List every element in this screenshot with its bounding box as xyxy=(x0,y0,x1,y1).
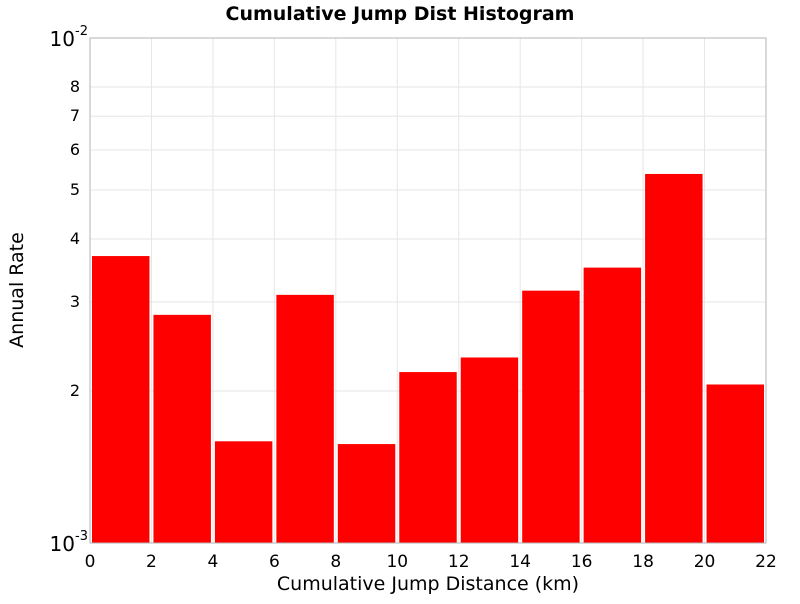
x-tick-label: 6 xyxy=(269,552,280,572)
y-tick-label: 2 xyxy=(70,381,80,400)
y-major-tick-label: 10 xyxy=(50,27,75,51)
x-tick-label: 16 xyxy=(571,552,593,572)
x-tick-label: 18 xyxy=(632,552,654,572)
y-tick-label: 5 xyxy=(70,180,80,199)
y-tick-label: 6 xyxy=(70,140,80,159)
histogram-bar xyxy=(460,357,519,543)
x-tick-label: 4 xyxy=(207,552,218,572)
histogram-bar xyxy=(522,290,580,543)
histogram-bar xyxy=(276,294,334,543)
histogram-bar xyxy=(153,314,211,543)
plot-frame xyxy=(89,37,767,544)
y-major-tick-exponent: -2 xyxy=(75,24,88,39)
x-tick-label: 14 xyxy=(509,552,531,572)
y-tick-label: 8 xyxy=(70,77,80,96)
x-tick-label: 20 xyxy=(694,552,716,572)
x-tick-label: 2 xyxy=(146,552,157,572)
x-tick-label: 8 xyxy=(330,552,341,572)
histogram-bar xyxy=(92,256,150,543)
y-tick-label: 3 xyxy=(70,292,80,311)
y-major-tick-label: 10 xyxy=(50,532,75,556)
x-axis-ticks: 0 2 4 6 8 10 12 14 16 18 20 22 xyxy=(85,552,777,572)
y-tick-label: 4 xyxy=(70,229,80,248)
x-tick-label: 22 xyxy=(755,552,777,572)
x-tick-label: 0 xyxy=(85,552,96,572)
x-tick-label: 12 xyxy=(448,552,470,572)
histogram-bar xyxy=(706,384,764,543)
y-major-tick-exponent: -3 xyxy=(75,529,88,544)
y-axis-label: Annual Rate xyxy=(6,232,28,348)
bars-group xyxy=(92,173,764,543)
histogram-bar xyxy=(337,444,396,543)
histogram-bar xyxy=(583,267,642,543)
y-tick-label: 7 xyxy=(70,106,80,125)
histogram-bar xyxy=(399,372,457,543)
x-tick-label: 10 xyxy=(386,552,408,572)
histogram-bar xyxy=(645,173,703,543)
histogram-bar xyxy=(214,441,273,543)
x-axis-label: Cumulative Jump Distance (km) xyxy=(277,573,579,595)
chart-title: Cumulative Jump Dist Histogram xyxy=(226,3,575,25)
